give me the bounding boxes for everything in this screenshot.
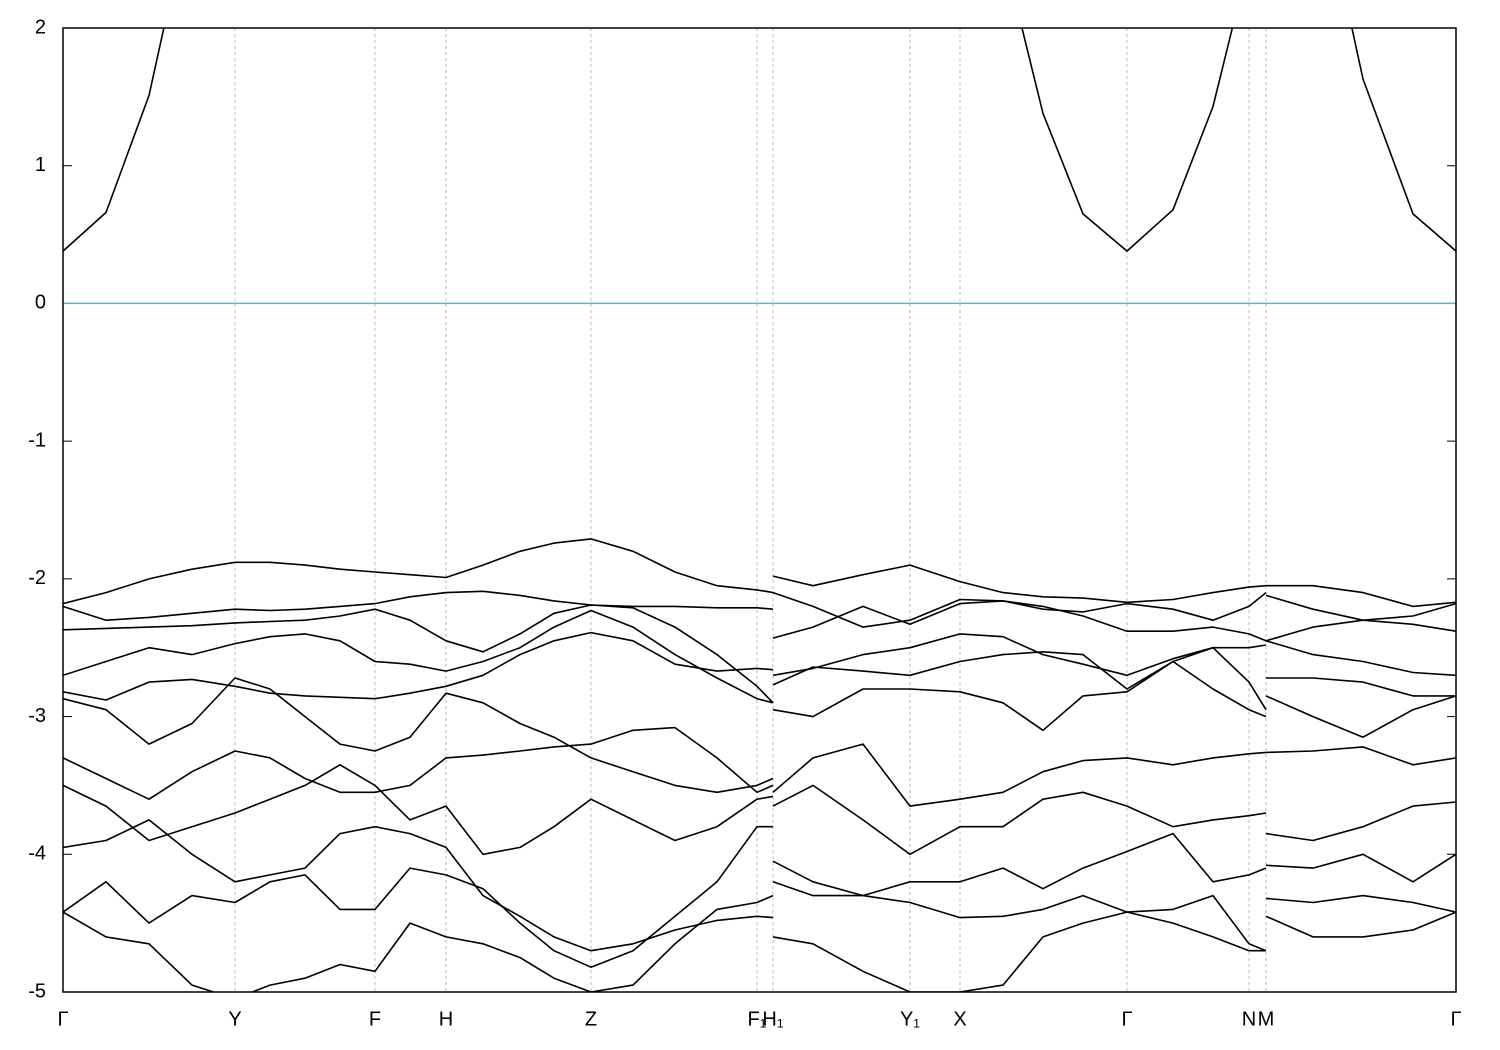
- x-tick-label: F₁: [748, 1008, 767, 1030]
- band-line: [63, 600, 1456, 704]
- y-tick-label: -1: [28, 429, 46, 451]
- y-tick-label: -5: [28, 980, 46, 1002]
- grid: [62, 27, 1457, 993]
- band-line: [63, 538, 1456, 608]
- band-line: [63, 660, 1456, 794]
- x-tick-label: Γ: [57, 1008, 68, 1030]
- band-line: [63, 894, 1456, 992]
- band-line: [63, 825, 1456, 968]
- y-tick-label: -2: [28, 567, 46, 589]
- x-tick-label: N: [1242, 1008, 1256, 1030]
- x-tick-label: Y: [228, 1008, 241, 1030]
- band-line: [63, 819, 1456, 952]
- x-tick-label: X: [953, 1008, 966, 1030]
- plot-frame: [62, 27, 1457, 993]
- band-line: [63, 726, 1456, 807]
- x-tick-label: Γ: [1450, 1008, 1461, 1030]
- x-tick-label: Γ: [1121, 1008, 1132, 1030]
- y-tick-label: -4: [28, 843, 46, 865]
- x-tick-label: M: [1258, 1008, 1275, 1030]
- x-tick-label: Z: [585, 1008, 597, 1030]
- x-tick-label: H: [439, 1008, 453, 1030]
- band-line: [63, 631, 1456, 711]
- x-tick-label: Y₁: [900, 1008, 920, 1030]
- y-tick-label: 0: [35, 292, 46, 314]
- y-tick-label: -3: [28, 705, 46, 727]
- y-tick-label: 1: [35, 154, 46, 176]
- x-tick-label: H₁: [762, 1008, 783, 1030]
- y-tick-label: 2: [35, 16, 46, 38]
- band-line: [63, 764, 1456, 856]
- bands: [63, 28, 1456, 992]
- band-line: [63, 28, 1456, 252]
- x-tick-label: F: [369, 1008, 381, 1030]
